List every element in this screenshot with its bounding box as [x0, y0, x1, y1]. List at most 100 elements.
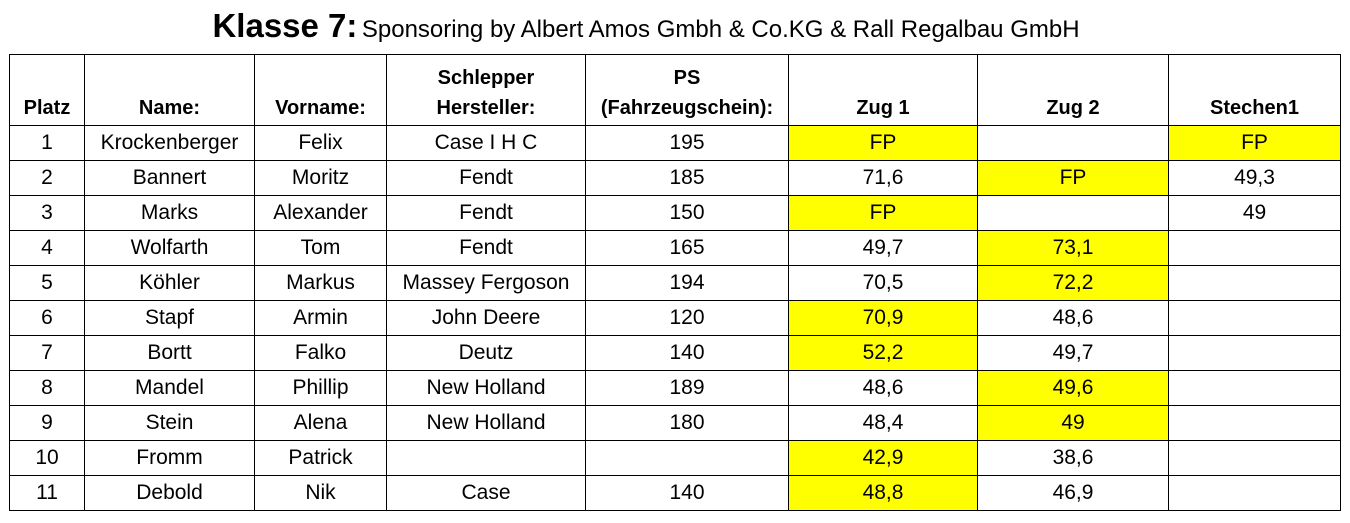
cell-zug1: 71,6 — [788, 160, 978, 196]
cell-zug1: 49,7 — [788, 230, 978, 266]
cell-platz: 1 — [9, 125, 85, 161]
cell-stechen1 — [1168, 370, 1341, 406]
header-stechen1: Stechen1 — [1168, 54, 1341, 126]
cell-ps: 165 — [585, 230, 789, 266]
cell-ps — [585, 440, 789, 476]
cell-zug1: 52,2 — [788, 335, 978, 371]
cell-ps: 189 — [585, 370, 789, 406]
cell-stechen1: 49 — [1168, 195, 1341, 231]
results-table: Platz Name: Vorname: Schlepper Herstelle… — [9, 54, 1341, 511]
cell-hersteller: Fendt — [386, 195, 586, 231]
header-name: Name: — [84, 54, 255, 126]
cell-zug2: 49,7 — [977, 335, 1169, 371]
cell-ps: 185 — [585, 160, 789, 196]
cell-hersteller: Massey Fergoson — [386, 265, 586, 301]
class-title: Klasse 7: — [212, 7, 358, 44]
cell-hersteller: New Holland — [386, 405, 586, 441]
cell-stechen1 — [1168, 300, 1341, 336]
cell-vorname: Alexander — [254, 195, 387, 231]
cell-zug2: 72,2 — [977, 265, 1169, 301]
cell-hersteller: John Deere — [386, 300, 586, 336]
cell-ps: 140 — [585, 335, 789, 371]
cell-vorname: Armin — [254, 300, 387, 336]
cell-stechen1: FP — [1168, 125, 1341, 161]
cell-ps: 194 — [585, 265, 789, 301]
cell-zug2: 49 — [977, 405, 1169, 441]
header-row: Platz Name: Vorname: Schlepper Herstelle… — [9, 54, 1341, 126]
cell-name: Stapf — [84, 300, 255, 336]
cell-hersteller: Fendt — [386, 230, 586, 266]
cell-hersteller — [386, 440, 586, 476]
cell-zug2: 73,1 — [977, 230, 1169, 266]
cell-zug2: 49,6 — [977, 370, 1169, 406]
cell-vorname: Patrick — [254, 440, 387, 476]
cell-zug1: 48,6 — [788, 370, 978, 406]
header-zug1: Zug 1 — [788, 54, 978, 126]
cell-ps: 180 — [585, 405, 789, 441]
cell-zug1: 42,9 — [788, 440, 978, 476]
cell-vorname: Falko — [254, 335, 387, 371]
cell-platz: 11 — [9, 475, 85, 511]
header-hersteller: Schlepper Hersteller: — [386, 54, 586, 126]
table-row: 4 Wolfarth Tom Fendt 165 49,7 73,1 — [9, 230, 1341, 266]
cell-platz: 3 — [9, 195, 85, 231]
table-row: 2 Bannert Moritz Fendt 185 71,6 FP 49,3 — [9, 160, 1341, 196]
cell-stechen1 — [1168, 265, 1341, 301]
cell-hersteller: Case — [386, 475, 586, 511]
cell-zug1: FP — [788, 125, 978, 161]
table-row: 5 Köhler Markus Massey Fergoson 194 70,5 72,2 — [9, 265, 1341, 301]
cell-platz: 10 — [9, 440, 85, 476]
table-row: 9 Stein Alena New Holland 180 48,4 49 — [9, 405, 1341, 441]
header-hersteller-line2: Hersteller: — [436, 97, 536, 119]
table-row: 10 Fromm Patrick 42,9 38,6 — [9, 440, 1341, 476]
cell-name: Bortt — [84, 335, 255, 371]
cell-stechen1 — [1168, 230, 1341, 266]
cell-name: Debold — [84, 475, 255, 511]
cell-vorname: Moritz — [254, 160, 387, 196]
cell-vorname: Felix — [254, 125, 387, 161]
header-vorname: Vorname: — [254, 54, 387, 126]
cell-stechen1 — [1168, 405, 1341, 441]
cell-zug2: 48,6 — [977, 300, 1169, 336]
cell-zug2: 46,9 — [977, 475, 1169, 511]
cell-stechen1 — [1168, 475, 1341, 511]
cell-vorname: Tom — [254, 230, 387, 266]
table-row: 8 Mandel Phillip New Holland 189 48,6 49,6 — [9, 370, 1341, 406]
cell-zug2: 38,6 — [977, 440, 1169, 476]
cell-stechen1 — [1168, 440, 1341, 476]
cell-vorname: Phillip — [254, 370, 387, 406]
cell-zug1: 48,4 — [788, 405, 978, 441]
cell-hersteller: New Holland — [386, 370, 586, 406]
cell-zug2 — [977, 125, 1169, 161]
cell-stechen1: 49,3 — [1168, 160, 1341, 196]
header-ps: PS (Fahrzeugschein): — [585, 54, 789, 126]
cell-vorname: Markus — [254, 265, 387, 301]
cell-name: Marks — [84, 195, 255, 231]
cell-hersteller: Deutz — [386, 335, 586, 371]
table-row: 11 Debold Nik Case 140 48,8 46,9 — [9, 475, 1341, 511]
cell-zug1: 70,5 — [788, 265, 978, 301]
cell-platz: 7 — [9, 335, 85, 371]
cell-platz: 9 — [9, 405, 85, 441]
cell-name: Köhler — [84, 265, 255, 301]
cell-ps: 120 — [585, 300, 789, 336]
header-platz: Platz — [9, 54, 85, 126]
header-zug2: Zug 2 — [977, 54, 1169, 126]
cell-name: Fromm — [84, 440, 255, 476]
cell-zug1: 48,8 — [788, 475, 978, 511]
header-hersteller-line1: Schlepper — [437, 67, 535, 89]
sponsor-text: Sponsoring by Albert Amos Gmbh & Co.KG &… — [361, 16, 1080, 43]
table-row: 1 Krockenberger Felix Case I H C 195 FP FP — [9, 125, 1341, 161]
cell-platz: 6 — [9, 300, 85, 336]
cell-name: Stein — [84, 405, 255, 441]
cell-zug1: 70,9 — [788, 300, 978, 336]
table-row: 3 Marks Alexander Fendt 150 FP 49 — [9, 195, 1341, 231]
cell-platz: 4 — [9, 230, 85, 266]
cell-platz: 5 — [9, 265, 85, 301]
cell-vorname: Alena — [254, 405, 387, 441]
page-title: Klasse 7: Sponsoring by Albert Amos Gmbh… — [0, 6, 1292, 53]
cell-name: Krockenberger — [84, 125, 255, 161]
cell-zug1: FP — [788, 195, 978, 231]
cell-platz: 8 — [9, 370, 85, 406]
table-row: 7 Bortt Falko Deutz 140 52,2 49,7 — [9, 335, 1341, 371]
